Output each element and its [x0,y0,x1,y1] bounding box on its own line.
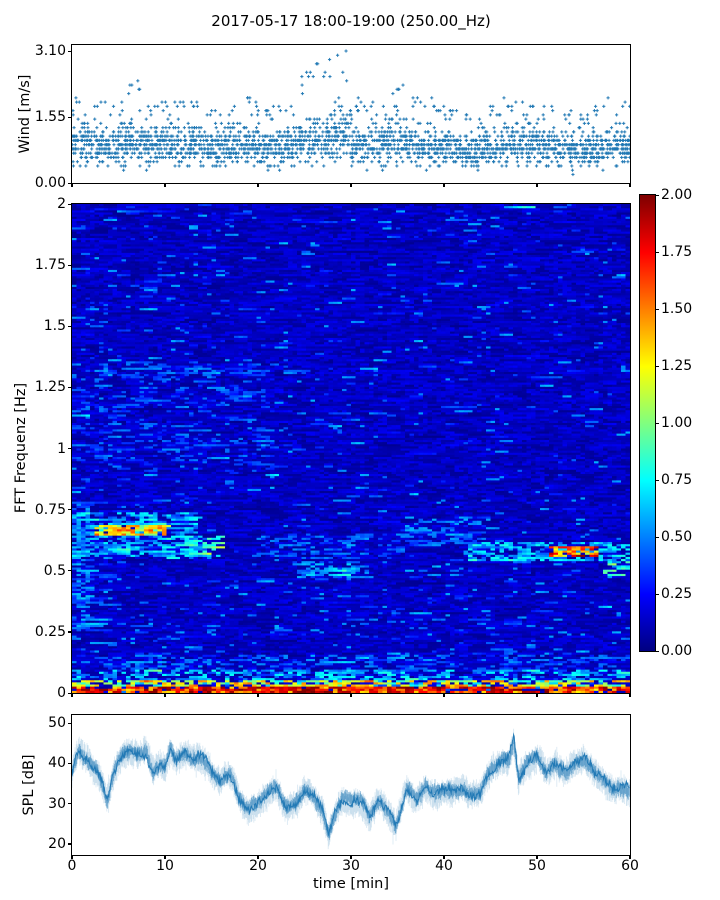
spectrogram-ytick-mark [67,509,72,511]
time-xtick-label: 10 [156,858,174,874]
colorbar-tick-mark [655,536,659,538]
colorbar-tick-mark [655,251,659,253]
spectrogram-ytick-label: 0.5 [43,562,66,579]
minor-xtick-mark [257,693,259,697]
time-xtick-mark [536,855,538,859]
minor-xtick-mark [164,183,166,187]
colorbar-tick-label: 0.25 [661,586,693,602]
spl-ytick-mark [67,722,72,724]
spectrogram-ytick-label: 1.25 [34,379,66,396]
wind-ytick-label: 3.10 [34,43,66,59]
spectrogram-ytick-mark [67,325,72,327]
spectrogram-ytick-mark [67,570,72,572]
spectrogram-canvas [72,204,630,693]
time-xtick-mark [257,855,259,859]
time-x-axis-label: time [min] [312,876,390,892]
colorbar-tick-mark [655,479,659,481]
time-xtick-label: 60 [621,858,639,874]
time-xtick-label: 40 [435,858,453,874]
time-xtick-label: 30 [342,858,360,874]
figure-title: 2017-05-17 18:00-19:00 (250.00_Hz) [211,12,491,30]
minor-xtick-mark [443,693,445,697]
colorbar-canvas [640,195,655,651]
spl-ytick-label: 20 [48,835,66,852]
colorbar-tick-mark [655,593,659,595]
time-xtick-mark [71,855,73,859]
spectrogram-ytick-label: 1 [57,440,66,457]
wind-ytick-label: 0.00 [34,175,66,191]
spectrogram-ytick-mark [67,448,72,450]
spl-ytick-mark [67,843,72,845]
colorbar-tick-label: 0.50 [661,529,693,545]
wind-ytick-mark [67,116,72,118]
spectrogram-ytick-label: 0.75 [34,501,66,518]
spl-ytick-label: 50 [48,715,66,731]
minor-xtick-mark [350,183,352,187]
time-xtick-mark [164,855,166,859]
colorbar-tick-mark [655,194,659,196]
spectrogram-ytick-mark [67,631,72,633]
spectrogram-ytick-mark [67,203,72,205]
colorbar-tick-label: 1.75 [661,244,693,260]
spl-ytick-mark [67,762,72,764]
minor-xtick-mark [629,693,631,697]
colorbar-tick-mark [655,422,659,424]
time-xtick-mark [629,855,631,859]
wind-ytick-label: 1.55 [34,109,66,125]
spectrogram-ytick-label: 0 [57,685,66,701]
colorbar-tick-mark [655,365,659,367]
time-xtick-label: 50 [528,858,546,874]
colorbar-tick-label: 0.00 [661,643,693,659]
colorbar-tick-label: 0.75 [661,472,693,488]
spectrogram-ytick-mark [67,264,72,266]
spl-ytick-label: 40 [48,755,66,772]
spectrogram-ytick-mark [67,692,72,694]
time-xtick-mark [443,855,445,859]
colorbar-tick-mark [655,308,659,310]
colorbar-tick-label: 2.00 [661,187,693,203]
colorbar-tick-label: 1.25 [661,358,693,374]
spl-ytick-label: 30 [48,795,66,812]
time-xtick-label: 0 [67,858,77,874]
spl-line-canvas [72,715,630,855]
minor-xtick-mark [629,183,631,187]
spectrogram-ytick-label: 0.25 [34,623,66,640]
spectrogram-ytick-mark [67,386,72,389]
minor-xtick-mark [536,693,538,697]
wind-ytick-mark [67,50,72,52]
colorbar-tick-label: 1.00 [661,415,693,431]
wind-scatter-canvas [72,45,630,183]
minor-xtick-mark [164,693,166,697]
minor-xtick-mark [536,183,538,187]
spl-ytick-mark [67,803,72,805]
time-xtick-mark [350,855,352,859]
wind-ytick-mark [67,182,72,184]
colorbar-tick-label: 1.50 [661,301,693,317]
minor-xtick-mark [350,693,352,697]
spectrogram-ytick-label: 1.75 [34,257,66,274]
time-xtick-label: 20 [249,858,267,874]
minor-xtick-mark [443,183,445,187]
minor-xtick-mark [71,183,73,187]
minor-xtick-mark [257,183,259,187]
spectrogram-ytick-label: 2 [57,196,66,212]
spectrogram-ytick-label: 1.5 [43,318,66,335]
colorbar-tick-mark [655,650,659,652]
minor-xtick-mark [71,693,73,697]
